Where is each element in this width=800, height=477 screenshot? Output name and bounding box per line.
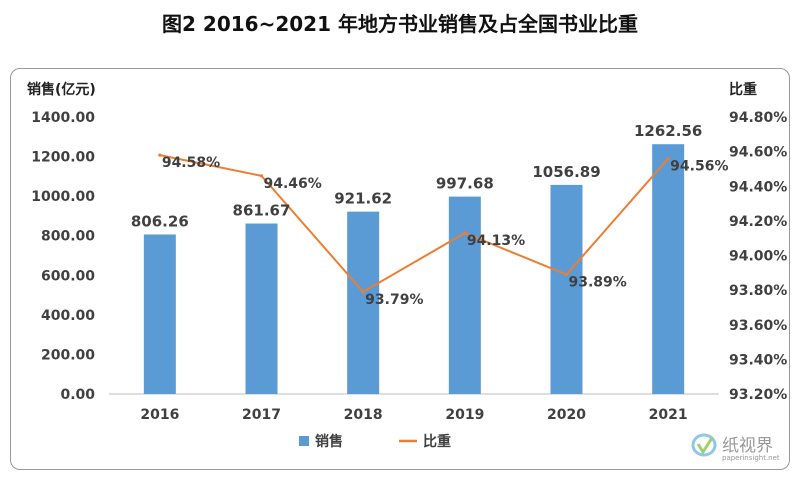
- y-right-tick-label: 94.20%: [729, 214, 787, 230]
- line-point: [158, 153, 162, 157]
- line-value-label: 94.58%: [162, 155, 220, 171]
- watermark-url: paperinsight.net: [722, 454, 780, 462]
- legend-swatch-bar: [299, 436, 309, 446]
- y-left-tick-label: 600.00: [41, 268, 95, 284]
- y-right-tick-label: 94.40%: [729, 179, 787, 195]
- bar-value-label: 1262.56: [634, 122, 702, 140]
- bar-value-label: 1056.89: [532, 163, 600, 181]
- y-left-tick-labels: 0.00 200.00 400.00 600.00 800.00 1000.00 1200.…: [31, 110, 95, 403]
- combo-chart: 销售(亿元) 比重 0.00 200.00 400.00 600.00 800.00 10…: [27, 81, 787, 450]
- y-left-tick-label: 0.00: [60, 387, 95, 403]
- y-right-tick-label: 93.60%: [729, 318, 787, 334]
- y-left-tick-label: 1000.00: [31, 189, 95, 205]
- y-left-axis-title: 销售(亿元): [27, 81, 96, 98]
- y-left-tick-label: 800.00: [41, 229, 95, 245]
- legend-label-bar: 销售: [315, 433, 343, 450]
- bar-value-label: 861.67: [233, 202, 291, 220]
- line-point: [666, 156, 670, 161]
- line-series: [158, 153, 670, 294]
- y-right-tick-label: 94.00%: [729, 249, 787, 265]
- y-right-tick-label: 94.80%: [729, 110, 787, 126]
- bar: [550, 184, 583, 394]
- x-tick-label: 2018: [344, 407, 383, 423]
- bar-value-label: 921.62: [334, 190, 392, 208]
- bar-value-label: 806.26: [131, 212, 189, 230]
- bar: [143, 234, 176, 394]
- x-tick-label: 2016: [140, 407, 179, 423]
- watermark-logo: 纸视界 paperinsight.net: [690, 429, 790, 469]
- bar-data-labels: 806.26 861.67 921.62 997.68 1056.89 1262.56: [131, 122, 702, 230]
- legend: 销售 比重: [299, 433, 451, 450]
- chart-title: 图2 2016~2021 年地方书业销售及占全国书业比重: [162, 12, 638, 36]
- x-tick-label: 2021: [649, 407, 688, 423]
- y-right-tick-labels: 93.20% 93.40% 93.60% 93.80% 94.00% 94.20% 94.4…: [729, 110, 787, 403]
- bar-value-label: 997.68: [436, 175, 494, 193]
- watermark-text: 纸视界: [722, 436, 773, 456]
- chart-frame: 销售(亿元) 比重 0.00 200.00 400.00 600.00 800.00 10…: [10, 68, 790, 470]
- bar: [448, 196, 481, 394]
- x-tick-label: 2019: [445, 407, 484, 423]
- bar: [347, 211, 380, 394]
- line-value-label: 93.79%: [365, 292, 423, 308]
- y-left-tick-label: 1400.00: [31, 110, 95, 126]
- bar: [245, 223, 278, 394]
- line-data-labels: 94.58% 94.46% 93.79% 94.13% 93.89% 94.56%: [162, 155, 729, 308]
- line-value-label: 93.89%: [569, 275, 627, 291]
- y-right-axis-title: 比重: [729, 81, 757, 98]
- line-point: [463, 231, 467, 235]
- y-right-tick-label: 93.40%: [729, 352, 787, 368]
- line-point: [564, 272, 569, 277]
- line-value-label: 94.56%: [670, 159, 728, 175]
- y-left-tick-label: 400.00: [41, 308, 95, 324]
- line-value-label: 94.46%: [264, 176, 322, 192]
- x-tick-label: 2017: [242, 407, 281, 423]
- x-tick-labels: 2016 2017 2018 2019 2020 2021: [140, 407, 687, 423]
- y-right-tick-label: 93.20%: [729, 387, 787, 403]
- y-right-tick-label: 94.60%: [729, 145, 787, 161]
- legend-label-line: 比重: [423, 433, 451, 450]
- x-tick-label: 2020: [547, 407, 586, 423]
- line-value-label: 94.13%: [467, 233, 525, 249]
- y-right-tick-label: 93.80%: [729, 283, 787, 299]
- bar: [652, 144, 685, 394]
- line-point: [259, 174, 264, 178]
- y-left-tick-label: 200.00: [41, 347, 95, 363]
- y-left-tick-label: 1200.00: [31, 150, 95, 166]
- paperinsight-logo-icon: [691, 433, 717, 457]
- bar-series: [143, 144, 685, 394]
- line-path: [159, 154, 669, 294]
- line-point: [361, 290, 365, 294]
